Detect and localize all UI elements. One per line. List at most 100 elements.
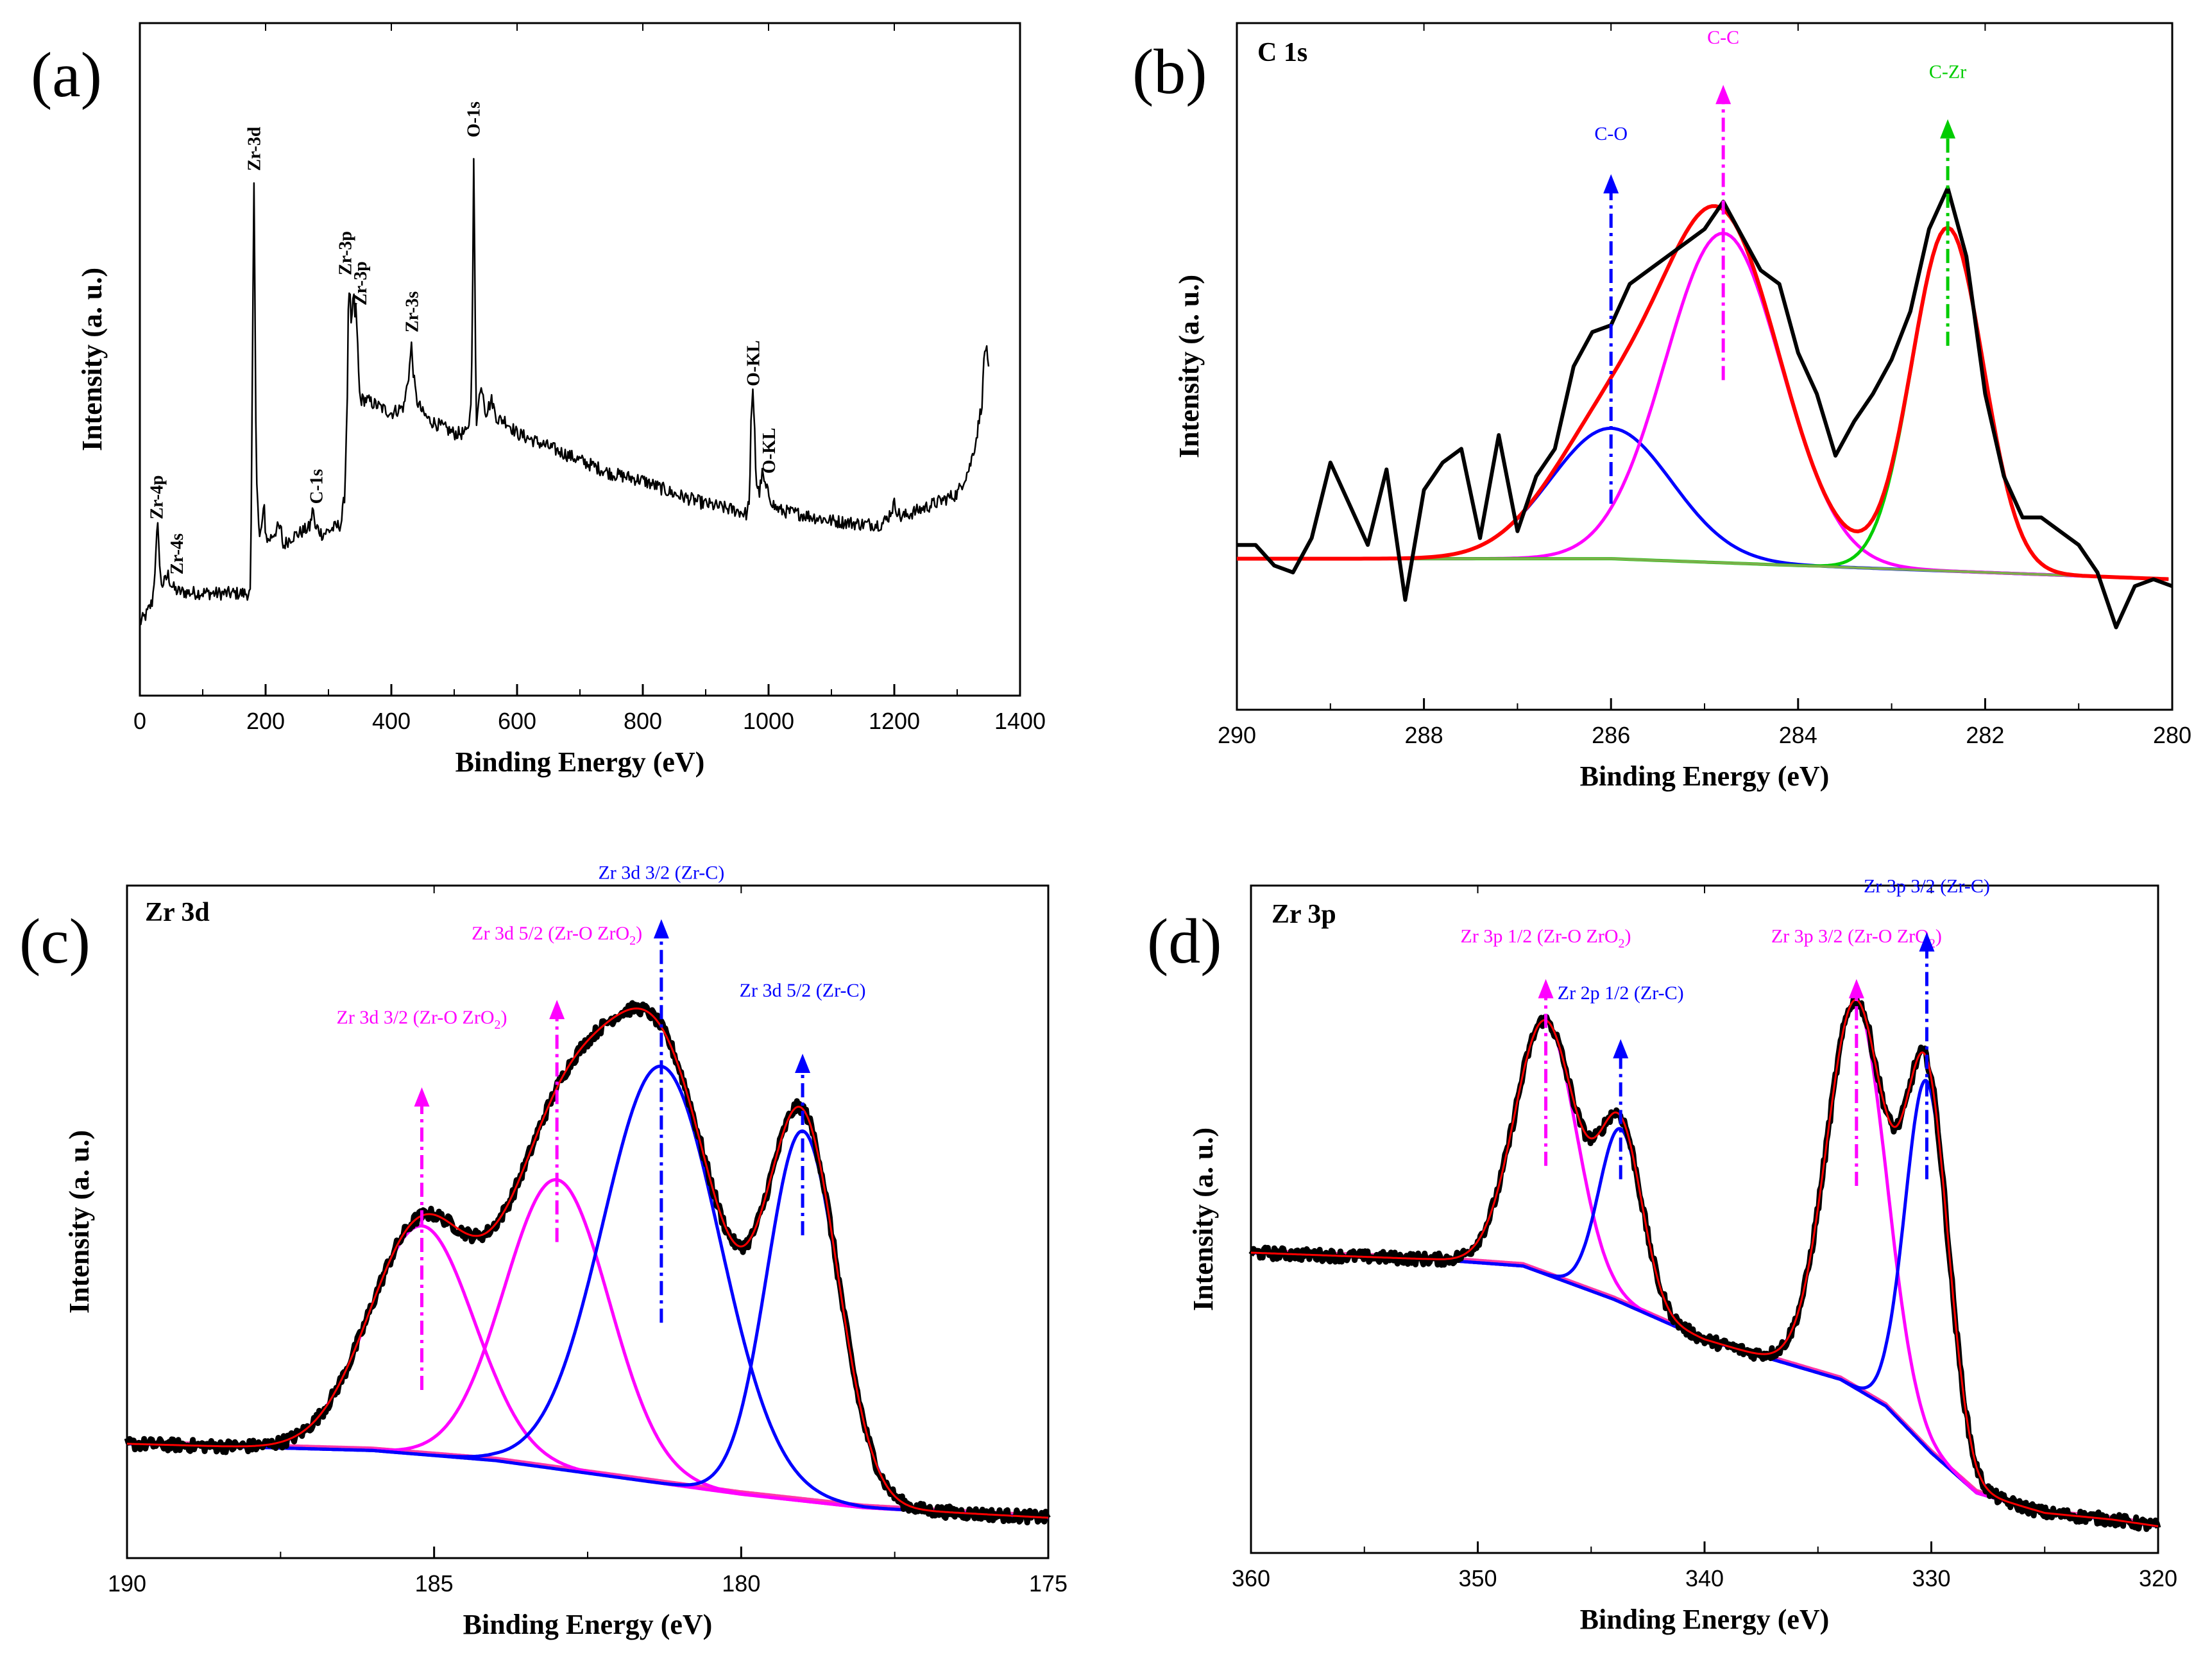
x-axis-title-d: Binding Energy (eV) [1580, 1604, 1830, 1635]
peak-label-text: Zr 3d 5/2 (Zr-C) [740, 980, 866, 1001]
plot-frame-b [1236, 22, 2174, 711]
x-tick-label-b: 284 [1779, 722, 1817, 748]
peak-arrowhead-d-2 [1848, 979, 1864, 999]
x-tick-label-d: 360 [1232, 1565, 1270, 1591]
peak-label-text: Zr 2p 1/2 (Zr-C) [1558, 982, 1684, 1004]
survey-peak-label-1: Zr-4s [167, 533, 187, 574]
plot-frame-a [139, 22, 1021, 697]
fit-component-1 [1237, 231, 2169, 581]
plot-frame-c [126, 884, 1050, 1559]
peak-label-c-0: Zr 3d 3/2 (Zr-O ZrO2) [337, 1007, 507, 1032]
y-axis-title-b: Intensity (a. u.) [1173, 275, 1205, 458]
peak-label-text: C-Zr [1929, 62, 1966, 83]
peak-label-c-1: Zr 3d 5/2 (Zr-O ZrO2) [472, 923, 642, 948]
peak-arrowhead-d-3 [1919, 932, 1935, 952]
peak-label-text: Zr 3p 1/2 (Zr-O ZrO [1461, 925, 1619, 947]
x-tick-label-c: 175 [1029, 1570, 1068, 1597]
peak-label-b-0: C-O [1594, 123, 1628, 144]
peak-label-b-2: C-Zr [1929, 62, 1966, 83]
x-tick-label-a: 1000 [743, 708, 794, 734]
x-tick-label-b: 282 [1966, 722, 2004, 748]
peak-label-text: Zr 3d 3/2 (Zr-C) [598, 862, 724, 884]
survey-peak-label-8: O-KL [744, 340, 764, 386]
background-line-pink [1250, 1248, 2159, 1525]
panel-title-c: Zr 3d [145, 898, 210, 927]
measured-data-line [1248, 993, 2161, 1532]
survey-peak-label-5: Zr-3p [351, 261, 371, 305]
peak-label-d-3: Zr 3p 3/2 (Zr-C) [1864, 875, 1990, 896]
x-tick-label-b: 288 [1405, 722, 1443, 748]
peak-label-b-1: C-C [1707, 27, 1739, 48]
peak-label-d-0: Zr 3p 1/2 (Zr-O ZrO2) [1461, 925, 1631, 950]
y-axis-title-c: Intensity (a. u.) [64, 1130, 95, 1314]
panel-letter-a: (a) [31, 39, 102, 110]
survey-peak-label-7: O-1s [464, 101, 484, 137]
peak-label-text: C-O [1594, 123, 1628, 144]
peak-label-subscript: 2 [495, 1018, 501, 1032]
survey-peak-label-9: O-KL [760, 428, 779, 474]
peak-arrowhead-b-0 [1603, 174, 1619, 194]
x-tick-label-c: 190 [108, 1570, 146, 1597]
peak-arrowhead-b-1 [1715, 85, 1731, 105]
peak-label-text: Zr 3p 3/2 (Zr-O ZrO [1771, 925, 1929, 947]
x-tick-label-b: 290 [1218, 722, 1256, 748]
survey-peak-label-3: C-1s [307, 469, 327, 504]
peak-label-tail: ) [1625, 925, 1631, 947]
peak-label-text: Zr 3d 3/2 (Zr-O ZrO [337, 1007, 495, 1028]
chart-a: 0 200 400 600 800 1000 1200 1400 Binding Energy … [76, 22, 1046, 778]
fit-component-0 [1250, 1018, 2159, 1528]
measured-data-line [124, 1000, 1051, 1525]
survey-peak-label-4: Zr-3p [336, 231, 355, 275]
x-tick-label-a: 200 [246, 708, 285, 734]
fit-envelope [1250, 999, 2159, 1527]
fit-envelope [1237, 204, 2169, 581]
fit-component-2 [1237, 226, 2169, 581]
peak-arrowhead-d-0 [1538, 979, 1554, 999]
peak-label-text: Zr 3p 3/2 (Zr-C) [1864, 875, 1990, 896]
panel-title-b: C 1s [1257, 38, 1307, 67]
background-line-purple [1250, 1251, 2159, 1528]
fit-background [1237, 557, 2169, 581]
fit-component-3 [1250, 1079, 2159, 1528]
x-tick-label-c: 185 [415, 1570, 454, 1597]
x-tick-label-a: 600 [498, 708, 536, 734]
x-tick-label-d: 340 [1685, 1565, 1724, 1591]
peak-label-c-2: Zr 3d 3/2 (Zr-C) [598, 862, 724, 884]
fit-component-1 [1250, 1127, 2159, 1528]
x-tick-label-d: 350 [1458, 1565, 1497, 1591]
x-tick-label-c: 180 [722, 1570, 760, 1597]
fit-envelope [126, 1008, 1049, 1519]
panel-title-d: Zr 3p [1272, 900, 1336, 929]
x-tick-label-d: 330 [1912, 1565, 1950, 1591]
fit-component-2 [126, 1065, 1049, 1520]
x-axis-title-c: Binding Energy (eV) [463, 1609, 713, 1640]
peak-label-d-2: Zr 3p 3/2 (Zr-O ZrO2) [1771, 925, 1942, 950]
peak-label-tail: ) [501, 1007, 507, 1028]
survey-peak-label-2: Zr-3d [244, 126, 264, 171]
x-tick-label-a: 800 [624, 708, 662, 734]
peak-label-d-1: Zr 2p 1/2 (Zr-C) [1558, 982, 1684, 1004]
chart-d: 360 350 340 330 320 Binding Energy (eV) Intens… [1187, 875, 2177, 1635]
peak-label-text: C-C [1707, 27, 1739, 48]
survey-peak-label-0: Zr-4p [147, 475, 167, 519]
chart-c: 190 185 180 175 Binding Energy (eV) Intensity… [64, 862, 1068, 1640]
panel-letter-c: (c) [19, 905, 90, 977]
peak-arrowhead-c-1 [549, 1000, 565, 1020]
chart-b: 290 288 286 284 282 280 Binding Energy (eV) Int… [1173, 22, 2191, 792]
x-tick-label-a: 400 [372, 708, 411, 734]
panel-letter-b: (b) [1132, 36, 1207, 107]
peak-arrowhead-c-0 [414, 1087, 430, 1107]
fit-component-1 [126, 1178, 1049, 1520]
survey-spectrum-line [139, 158, 990, 626]
peak-arrowhead-d-1 [1613, 1039, 1629, 1059]
peak-arrowhead-c-2 [653, 919, 669, 939]
x-tick-label-b: 280 [2153, 722, 2191, 748]
peak-label-tail: ) [1936, 925, 1942, 947]
peak-label-text: Zr 3d 5/2 (Zr-O ZrO [472, 923, 629, 944]
measured-data-line [1237, 185, 2174, 630]
x-tick-label-a: 0 [133, 708, 146, 734]
y-axis-title-a: Intensity (a. u.) [76, 268, 108, 451]
y-axis-title-d: Intensity (a. u.) [1187, 1128, 1219, 1311]
peak-arrowhead-b-2 [1940, 119, 1956, 139]
